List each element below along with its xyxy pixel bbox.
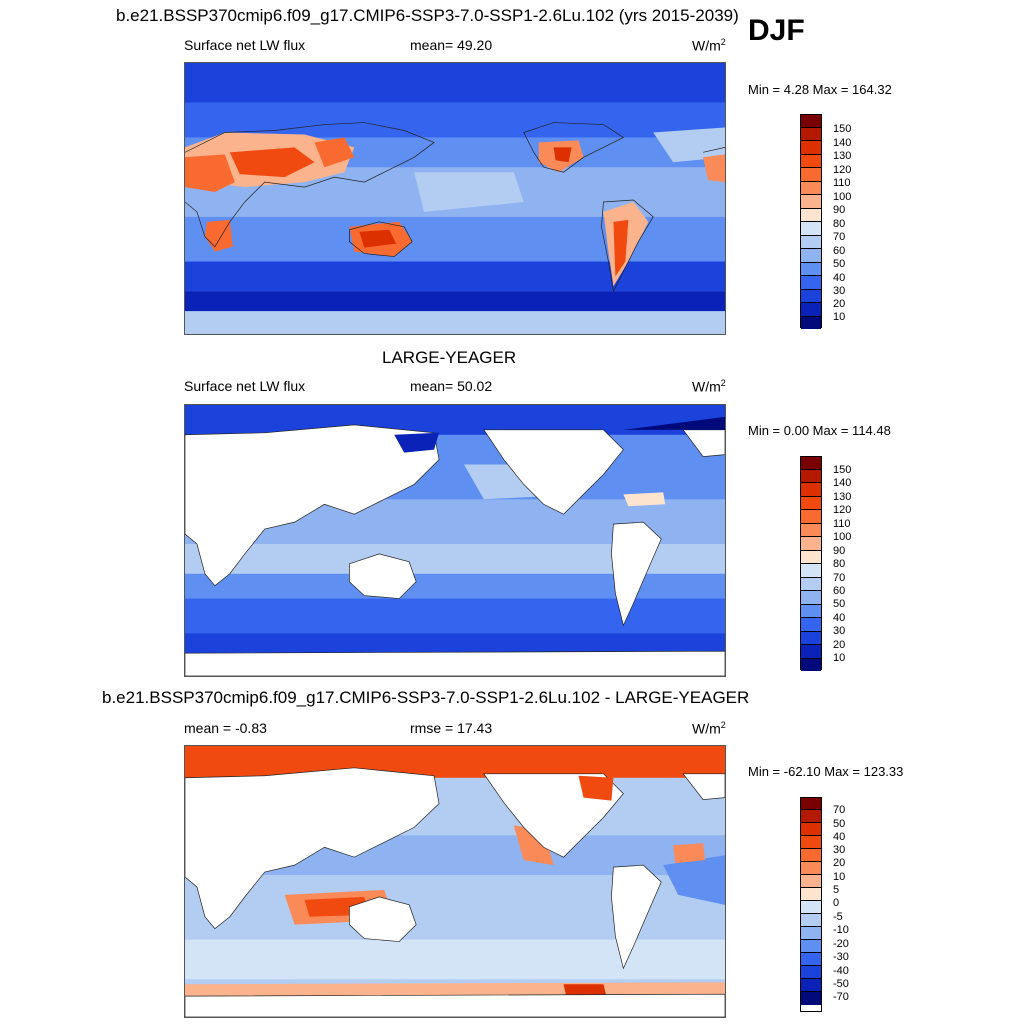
panel3-tick: 50 (833, 818, 846, 830)
panel2-tick: 20 (833, 639, 846, 651)
panel3-tick: 0 (833, 897, 840, 909)
panel3-tick: 20 (833, 857, 846, 869)
panel2-tick: 110 (833, 518, 851, 530)
season-label: DJF (748, 14, 805, 47)
panel1-tick: 80 (833, 218, 846, 230)
panel3-tick: -10 (833, 924, 849, 936)
panel1-tick: 20 (833, 298, 846, 310)
panel1-tick: 100 (833, 191, 852, 203)
panel2-tick: 130 (833, 491, 852, 503)
panel1-tick: 50 (833, 258, 846, 270)
panel1-tick: 40 (833, 272, 846, 284)
panel3-map (184, 745, 726, 1018)
panel1-variable-label: Surface net LW flux (184, 37, 306, 53)
panel1-map (184, 62, 726, 335)
panel3-tick: -70 (833, 991, 849, 1003)
panel2-title: LARGE-YEAGER (382, 348, 517, 367)
panel3-tick: -20 (833, 938, 849, 950)
panel1-tick: 110 (833, 177, 851, 189)
panel2-tick: 70 (833, 572, 846, 584)
panel3-tick: 70 (833, 804, 846, 816)
panel1-tick: 120 (833, 164, 852, 176)
panel1-tick: 130 (833, 150, 852, 162)
panel1-tick: 90 (833, 204, 846, 216)
panel3-tick: 30 (833, 844, 846, 856)
panel2-minmax: Min = 0.00 Max = 114.48 (748, 423, 891, 438)
panel2-tick: 50 (833, 598, 846, 610)
panel3-units: W/m2 (692, 720, 726, 737)
panel1-units: W/m2 (692, 37, 726, 54)
panel3-tick: 40 (833, 831, 846, 843)
panel2-variable-label: Surface net LW flux (184, 378, 306, 394)
panel3-rmse-label: rmse = 17.43 (410, 720, 493, 736)
panel1-minmax: Min = 4.28 Max = 164.32 (748, 82, 892, 97)
panel3-tick: -5 (833, 911, 843, 923)
panel1-tick: 10 (833, 311, 846, 323)
panel1-tick: 70 (833, 231, 846, 243)
panel2-tick: 80 (833, 558, 846, 570)
panel3-tick: -30 (833, 951, 849, 963)
panel2-tick: 150 (833, 464, 852, 476)
panel1-tick: 30 (833, 285, 846, 297)
panel1-tick: 150 (833, 123, 852, 135)
panel3-tick: -40 (833, 965, 849, 977)
panel2-units: W/m2 (692, 378, 726, 395)
panel1-colorbar (800, 114, 822, 329)
panel1-mean-label: mean= 49.20 (410, 37, 493, 53)
panel3-colorbar (800, 797, 822, 1012)
panel2-map (184, 404, 726, 677)
panel2-tick: 140 (833, 477, 852, 489)
panel3-mean-label: mean = -0.83 (184, 720, 267, 736)
panel2-tick: 90 (833, 545, 846, 557)
panel2-mean-label: mean= 50.02 (410, 378, 493, 394)
panel3-minmax: Min = -62.10 Max = 123.33 (748, 764, 904, 779)
panel2-tick: 100 (833, 531, 852, 543)
panel3-title: b.e21.BSSP370cmip6.f09_g17.CMIP6-SSP3-7.… (102, 688, 750, 707)
panel3-tick: -50 (833, 978, 849, 990)
panel2-tick: 120 (833, 504, 852, 516)
panel2-tick: 30 (833, 625, 846, 637)
panel2-colorbar (800, 456, 822, 671)
panel2-tick: 60 (833, 585, 846, 597)
panel3-tick: 10 (833, 871, 846, 883)
panel3-tick: 5 (833, 884, 840, 896)
panel1-tick: 140 (833, 137, 852, 149)
panel2-tick: 10 (833, 652, 846, 664)
panel1-tick: 60 (833, 245, 846, 257)
panel1-title: b.e21.BSSP370cmip6.f09_g17.CMIP6-SSP3-7.… (116, 6, 739, 25)
panel2-tick: 40 (833, 612, 846, 624)
